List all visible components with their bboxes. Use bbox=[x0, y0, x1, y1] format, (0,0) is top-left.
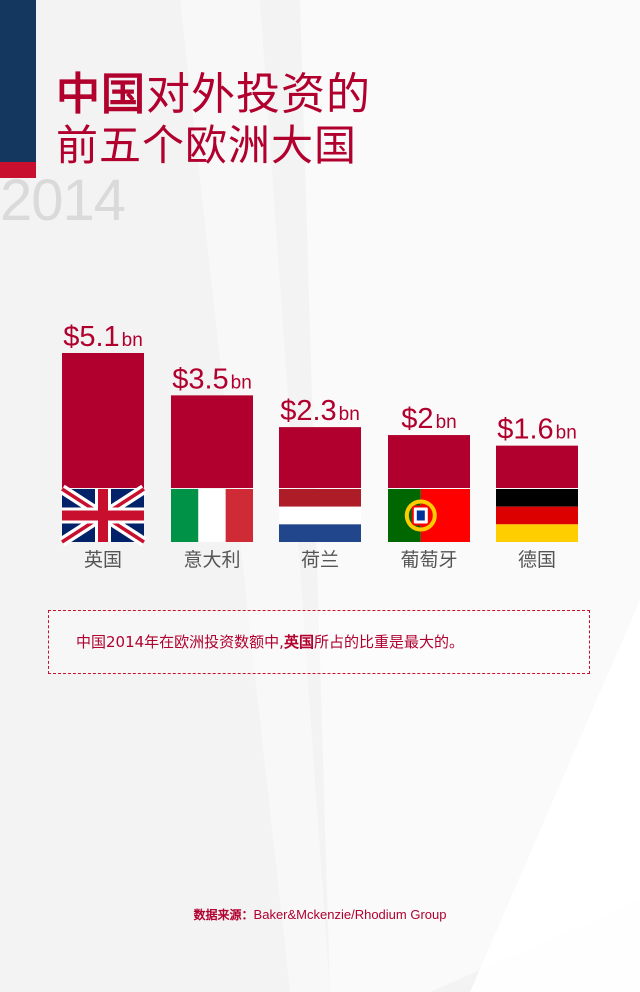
year-label: 2014 bbox=[0, 168, 126, 233]
value-label: $5.1 bn bbox=[63, 321, 143, 353]
bar-4 bbox=[496, 445, 578, 488]
note-box: 中国2014年在欧洲投资数额中,英国所占的比重是最大的。 bbox=[48, 610, 590, 674]
value-label: $1.6 bn bbox=[497, 414, 577, 446]
value-label: $2.3 bn bbox=[280, 395, 360, 427]
source-text: Baker&Mckenzie/Rhodium Group bbox=[253, 907, 447, 922]
note-after: 所占的比重是最大的。 bbox=[313, 633, 464, 651]
portugal-flag-icon bbox=[388, 489, 470, 542]
note-before: 中国2014年在欧洲投资数额中, bbox=[76, 633, 284, 651]
category-label: 荷兰 bbox=[301, 549, 339, 571]
bar-2 bbox=[279, 427, 361, 488]
source-label: 数据来源： bbox=[193, 908, 254, 922]
bar-3 bbox=[388, 435, 470, 488]
category-label: 葡萄牙 bbox=[400, 549, 457, 571]
bar-chart: $5.1 bn 英国 $3.5 bn 意大利 $2.3 bn 荷兰 $2 bn 葡萄牙 $1.6 bn 德国 bbox=[59, 321, 578, 571]
italy-flag-icon bbox=[171, 489, 253, 542]
category-label: 英国 bbox=[84, 549, 122, 571]
page-title: 中国对外投资的 bbox=[56, 68, 371, 122]
value-label: $3.5 bn bbox=[172, 363, 252, 395]
red-side-block bbox=[0, 162, 36, 178]
category-label: 德国 bbox=[518, 549, 556, 571]
value-label: $2 bn bbox=[401, 403, 456, 435]
page-subtitle: 前五个欧洲大国 bbox=[56, 121, 358, 170]
category-label: 意大利 bbox=[183, 549, 240, 571]
bar-0 bbox=[62, 353, 144, 488]
note-text: 中国2014年在欧洲投资数额中,英国所占的比重是最大的。 bbox=[76, 631, 464, 653]
title-rest: 对外投资的 bbox=[146, 69, 371, 120]
note-highlight: 英国 bbox=[283, 633, 314, 651]
bar-1 bbox=[171, 395, 253, 488]
uk-flag-icon bbox=[59, 484, 147, 547]
source-line: 数据来源：Baker&Mckenzie/Rhodium Group bbox=[0, 906, 640, 923]
navy-side-block bbox=[0, 0, 36, 162]
germany-flag-icon bbox=[496, 489, 578, 542]
netherlands-flag-icon bbox=[279, 489, 361, 542]
title-bold: 中国 bbox=[56, 69, 146, 120]
